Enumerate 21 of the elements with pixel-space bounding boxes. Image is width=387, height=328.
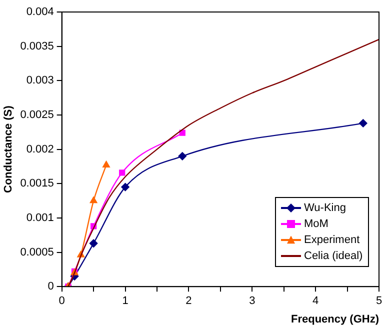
legend-label: Celia (ideal) [304, 250, 363, 262]
y-tick-label: 0.002 [26, 143, 54, 156]
x-tick-label: 2 [186, 295, 192, 308]
x-tick-label: 3 [249, 295, 256, 308]
legend-label: MoM [304, 218, 328, 230]
y-tick-label: 0.003 [26, 74, 54, 87]
x-tick-label: 1 [122, 295, 128, 308]
x-tick-label: 0 [58, 295, 65, 308]
y-axis-title: Conductance (S) [2, 105, 15, 194]
y-tick-label: 0.0015 [20, 178, 54, 190]
x-tick-label: 5 [376, 295, 382, 308]
y-tick-label: 0 [48, 280, 54, 293]
x-tick-label: 4 [312, 295, 319, 308]
y-tick-label: 0.0005 [20, 246, 54, 258]
y-tick-label: 0.001 [26, 212, 54, 224]
legend-label: Wu-King [304, 202, 346, 214]
y-tick-label: 0.0035 [20, 40, 54, 52]
y-tick-label: 0.004 [26, 6, 54, 18]
legend-label: Experiment [304, 234, 360, 246]
y-tick-label: 0.0025 [20, 109, 54, 122]
x-axis-title: Frequency (GHz) [290, 313, 380, 326]
